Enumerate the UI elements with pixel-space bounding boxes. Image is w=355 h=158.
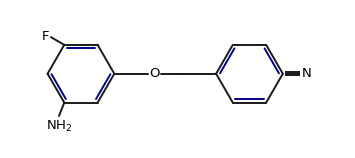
Text: O: O [149, 67, 160, 80]
Text: NH$_2$: NH$_2$ [46, 119, 72, 134]
Text: F: F [41, 30, 49, 43]
Text: N: N [302, 67, 312, 80]
